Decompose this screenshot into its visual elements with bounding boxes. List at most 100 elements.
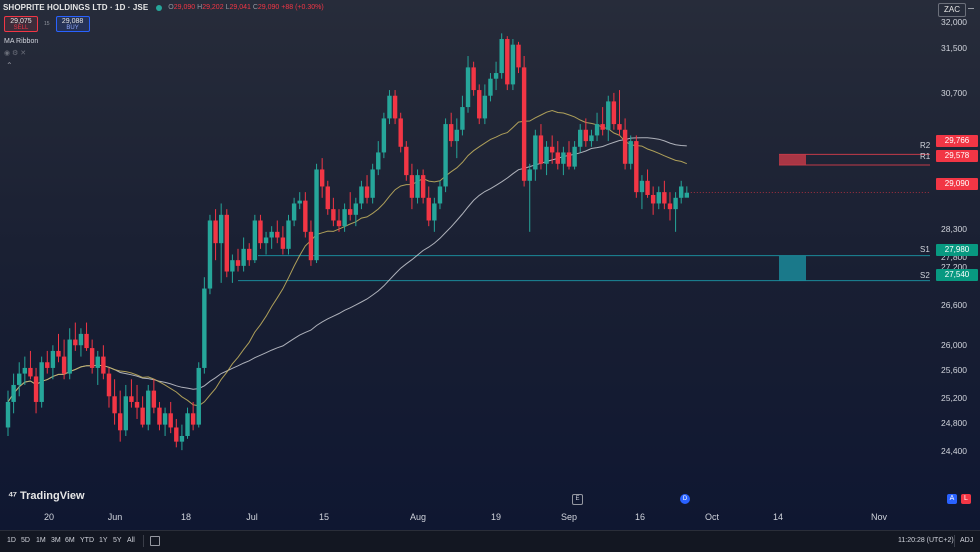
candle-body	[263, 237, 269, 244]
candle-body	[258, 220, 263, 244]
candle-body	[409, 175, 415, 198]
candle	[286, 214, 291, 255]
candle-body	[482, 95, 488, 119]
candle-body	[443, 124, 448, 187]
candle-body	[291, 203, 297, 221]
ma-slow-line	[7, 137, 687, 403]
candle-body	[415, 175, 420, 198]
candle	[622, 118, 628, 170]
candle-body	[39, 362, 44, 402]
candle	[521, 56, 527, 187]
candle-body	[45, 362, 50, 368]
time-tick-label: Nov	[870, 512, 888, 522]
log-scale-icon[interactable]: L	[961, 494, 971, 504]
range-1y-button[interactable]: 1Y	[99, 537, 108, 544]
candle-body	[628, 141, 633, 164]
candle-body	[589, 135, 594, 142]
candle	[269, 226, 274, 249]
range-1m-button[interactable]: 1M	[36, 537, 46, 544]
candle	[578, 124, 583, 153]
range-ytd-button[interactable]: YTD	[80, 537, 94, 544]
price-chart[interactable]	[0, 0, 980, 530]
range-all-button[interactable]: All	[127, 537, 135, 544]
symbol-header[interactable]: SHOPRITE HOLDINGS LTD · 1D · JSE O29,090…	[3, 3, 324, 12]
candle	[207, 214, 213, 295]
candle	[28, 350, 33, 380]
range-5y-button[interactable]: 5Y	[113, 537, 122, 544]
candle	[353, 197, 359, 227]
candle	[247, 243, 252, 266]
s2-label: S2	[920, 271, 930, 280]
candle-body	[308, 231, 314, 261]
price-tick-label: 26,600	[941, 300, 967, 310]
candle	[224, 209, 229, 278]
time-tick-label: Oct	[704, 512, 720, 522]
range-1d-button[interactable]: 1D	[7, 537, 16, 544]
s1-price-tag: 27,980	[936, 244, 978, 256]
candle	[314, 163, 319, 264]
candle-body	[622, 129, 628, 164]
range-3m-button[interactable]: 3M	[51, 537, 61, 544]
candle	[404, 141, 409, 181]
candle-body	[656, 192, 661, 204]
candle-body	[538, 135, 544, 164]
eye-icon[interactable]: ◉ ⚙ ✕	[4, 50, 27, 57]
candle-body	[95, 356, 100, 368]
candle	[118, 390, 123, 442]
menu-dash-icon[interactable]	[968, 8, 974, 9]
candle-body	[303, 200, 308, 232]
candle	[448, 112, 454, 147]
dividend-marker-icon[interactable]: D	[680, 494, 690, 504]
candle-body	[168, 413, 173, 428]
change-value: +88 (+0.30%)	[281, 4, 324, 11]
ma-fast-line	[7, 109, 687, 407]
candle	[213, 209, 218, 261]
candle-body	[336, 220, 342, 227]
candle-body	[510, 44, 516, 85]
price-tick-label: 30,700	[941, 88, 967, 98]
candle-body	[600, 124, 605, 130]
candle	[84, 322, 89, 351]
range-6m-button[interactable]: 6M	[65, 537, 75, 544]
candle-body	[331, 209, 336, 221]
candle-body	[606, 101, 611, 130]
candle	[151, 379, 157, 414]
candle	[325, 180, 330, 215]
candle	[112, 379, 117, 425]
candle-body	[611, 101, 617, 125]
price-tick-label: 27,800	[941, 252, 967, 262]
buy-button[interactable]: 29,088 BUY	[55, 16, 90, 32]
candle-body	[488, 78, 493, 96]
candle-body	[432, 203, 437, 221]
candle	[22, 356, 28, 385]
candle	[218, 203, 224, 283]
candle	[370, 163, 375, 204]
candle-body	[353, 203, 359, 215]
candle	[684, 186, 690, 198]
time-tick-label: 19	[490, 512, 502, 522]
candle	[179, 424, 185, 451]
calendar-icon[interactable]	[150, 536, 160, 546]
currency-badge[interactable]: ZAC	[938, 3, 966, 17]
candle	[454, 118, 459, 159]
auto-scale-icon[interactable]: A	[947, 494, 957, 504]
time-tick-label: 15	[318, 512, 330, 522]
candle-body	[460, 107, 465, 130]
candle-body	[516, 44, 521, 68]
tradingview-mark-icon: ⁴⁷	[8, 490, 17, 502]
candle	[364, 175, 370, 204]
candle-body	[420, 175, 426, 198]
candle	[639, 175, 645, 210]
candle	[291, 197, 297, 227]
candle	[460, 95, 465, 136]
collapse-icon[interactable]: ⌃	[6, 61, 13, 70]
candle-body	[477, 90, 482, 119]
candle	[572, 141, 577, 170]
candle	[95, 350, 100, 385]
earnings-marker-icon[interactable]: E	[572, 494, 583, 505]
sell-button[interactable]: 29,075 SELL	[4, 16, 38, 32]
clock-readout[interactable]: 11:20:28 (UTC+2)	[898, 537, 954, 544]
adj-toggle[interactable]: ADJ	[960, 537, 974, 544]
indicator-legend[interactable]: MA Ribbon	[4, 38, 39, 45]
range-5d-button[interactable]: 5D	[21, 537, 30, 544]
